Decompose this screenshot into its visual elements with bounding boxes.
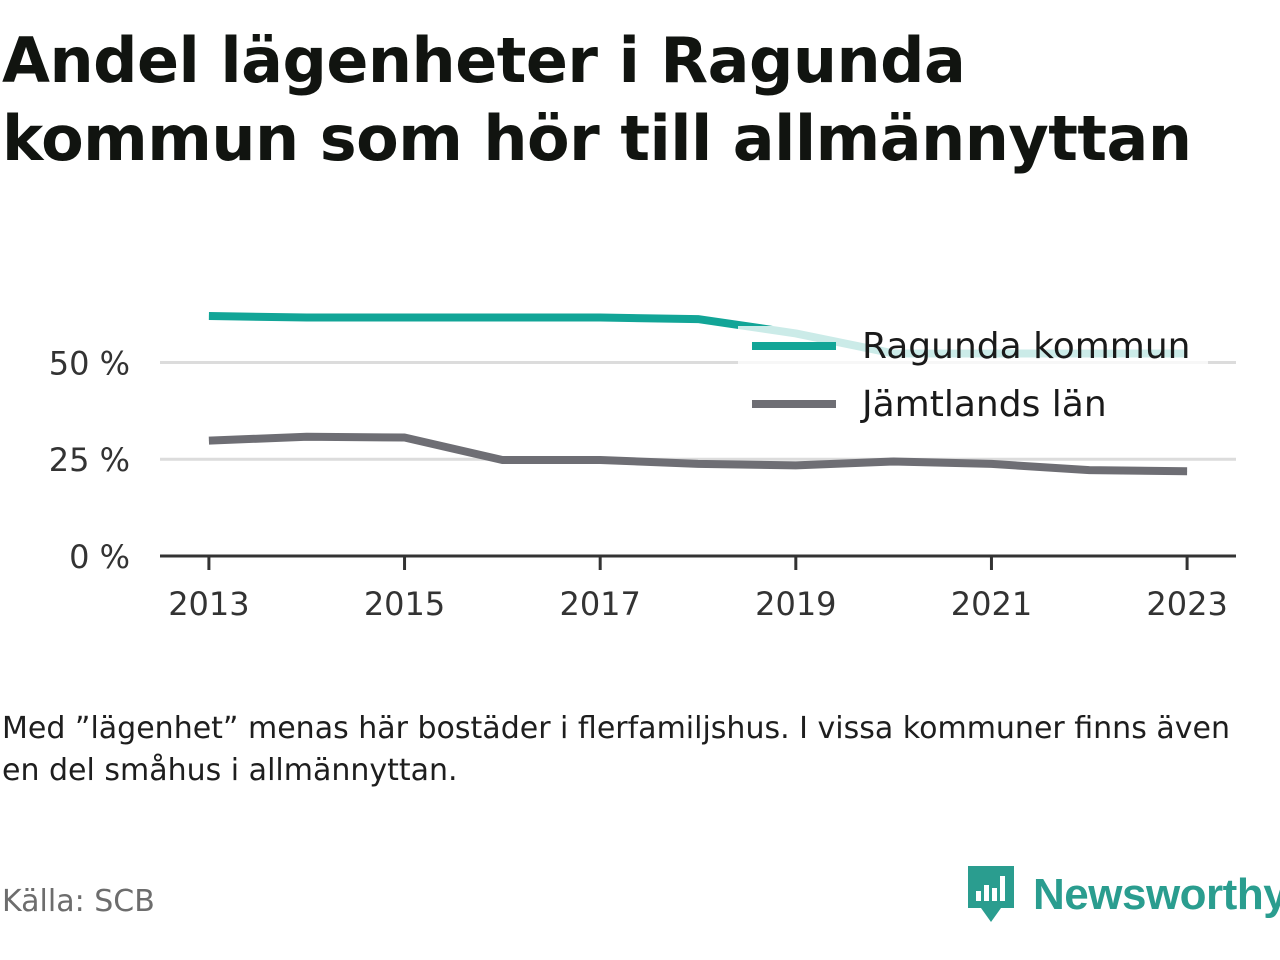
brand-name: Newsworthy bbox=[1033, 870, 1280, 919]
x-tick-label: 2021 bbox=[951, 585, 1032, 623]
legend-label: Ragunda kommun bbox=[862, 326, 1190, 367]
source-label: Källa: SCB bbox=[2, 884, 155, 919]
x-tick-label: 2015 bbox=[364, 585, 445, 623]
y-tick-label: 0 % bbox=[69, 538, 130, 576]
series-line-1 bbox=[208, 432, 1188, 476]
brand-logo[interactable]: Newsworthy bbox=[965, 864, 1280, 926]
legend: Ragunda kommun Jämtlands län bbox=[738, 326, 1208, 425]
x-tick-label: 2023 bbox=[1146, 585, 1227, 623]
y-tick-label: 50 % bbox=[49, 344, 130, 382]
x-tick-label: 2017 bbox=[559, 585, 640, 623]
newsworthy-logo-icon bbox=[968, 866, 1014, 922]
x-tick-label: 2013 bbox=[168, 585, 249, 623]
chart-note: Med ”lägenhet” menas här bostäder i fler… bbox=[2, 711, 1230, 788]
chart-title: Andel lägenheter i Ragunda kommun som hö… bbox=[2, 24, 1192, 175]
legend-label: Jämtlands län bbox=[860, 384, 1107, 425]
x-tick-label: 2019 bbox=[755, 585, 836, 623]
axes: 0 % 25 % 50 % 2013 2015 2017 2019 2021 2023 bbox=[49, 344, 1236, 623]
y-tick-label: 25 % bbox=[49, 441, 130, 479]
line-chart: Ragunda kommun Jämtlands län 0 % 25 % 50 % 2… bbox=[49, 312, 1236, 623]
